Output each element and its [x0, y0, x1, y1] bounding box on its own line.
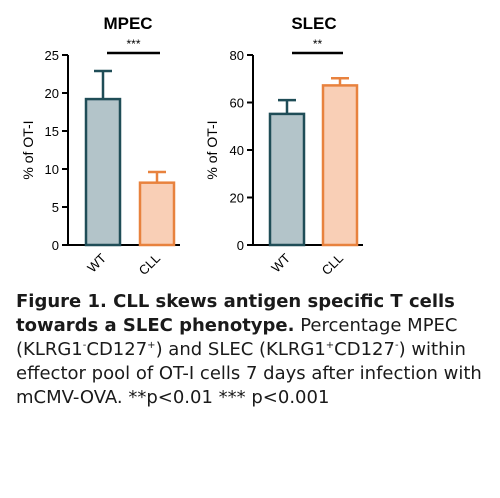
y-tick-label: 20 [230, 191, 244, 206]
figure-panels: MPEC % of OT-I 0 5 10 15 20 25 WT CLL *** SLEC %… [20, 14, 363, 278]
slec-chart: SLEC % of OT-I 0 20 40 60 80 WT CLL ** [204, 14, 363, 278]
figure-caption: Figure 1. CLL skews antigen specific T c… [16, 290, 486, 410]
y-tick-label: 20 [45, 86, 59, 101]
y-tick-label: 10 [45, 162, 59, 177]
chart-title: SLEC [291, 14, 336, 33]
y-axis-label: % of OT-I [20, 120, 36, 179]
caption-text: ) and SLEC (KLRG1 [155, 339, 326, 360]
y-tick-label: 0 [237, 238, 244, 253]
caption-sup: - [394, 340, 399, 351]
bar-wt [268, 112, 306, 247]
y-tick-label: 40 [230, 143, 244, 158]
caption-text: CD127 [86, 339, 148, 360]
y-tick-label: 80 [230, 48, 244, 63]
caption-text: ) within effector pool of OT-I cells 7 d… [16, 339, 482, 408]
caption-sup: - [82, 340, 87, 351]
mpec-chart: MPEC % of OT-I 0 5 10 15 20 25 WT CLL *** [20, 14, 180, 278]
x-tick-label: WT [84, 250, 109, 275]
caption-sup: + [147, 340, 156, 351]
x-tick-label: CLL [319, 251, 346, 278]
y-axis-label: % of OT-I [204, 120, 220, 179]
caption-text: CD127 [334, 339, 395, 360]
significance-label: ** [313, 37, 323, 51]
y-tick-label: 60 [230, 96, 244, 111]
y-tick-label: 5 [52, 200, 59, 215]
y-tick-label: 25 [45, 48, 59, 63]
significance-label: *** [126, 37, 140, 51]
y-tick-label: 15 [45, 124, 59, 139]
x-tick-label: CLL [136, 251, 163, 278]
y-tick-label: 0 [52, 238, 59, 253]
caption-title: Figure 1. CLL skews antigen specific T c… [16, 291, 455, 336]
chart-title: MPEC [103, 14, 152, 33]
caption-sup: + [325, 340, 335, 351]
x-tick-label: WT [268, 250, 293, 275]
bar-wt [84, 97, 122, 247]
caption-text: Percentage MPEC (KLRG1 [16, 315, 458, 360]
bar-cll [321, 84, 359, 247]
bar-cll [138, 181, 176, 247]
